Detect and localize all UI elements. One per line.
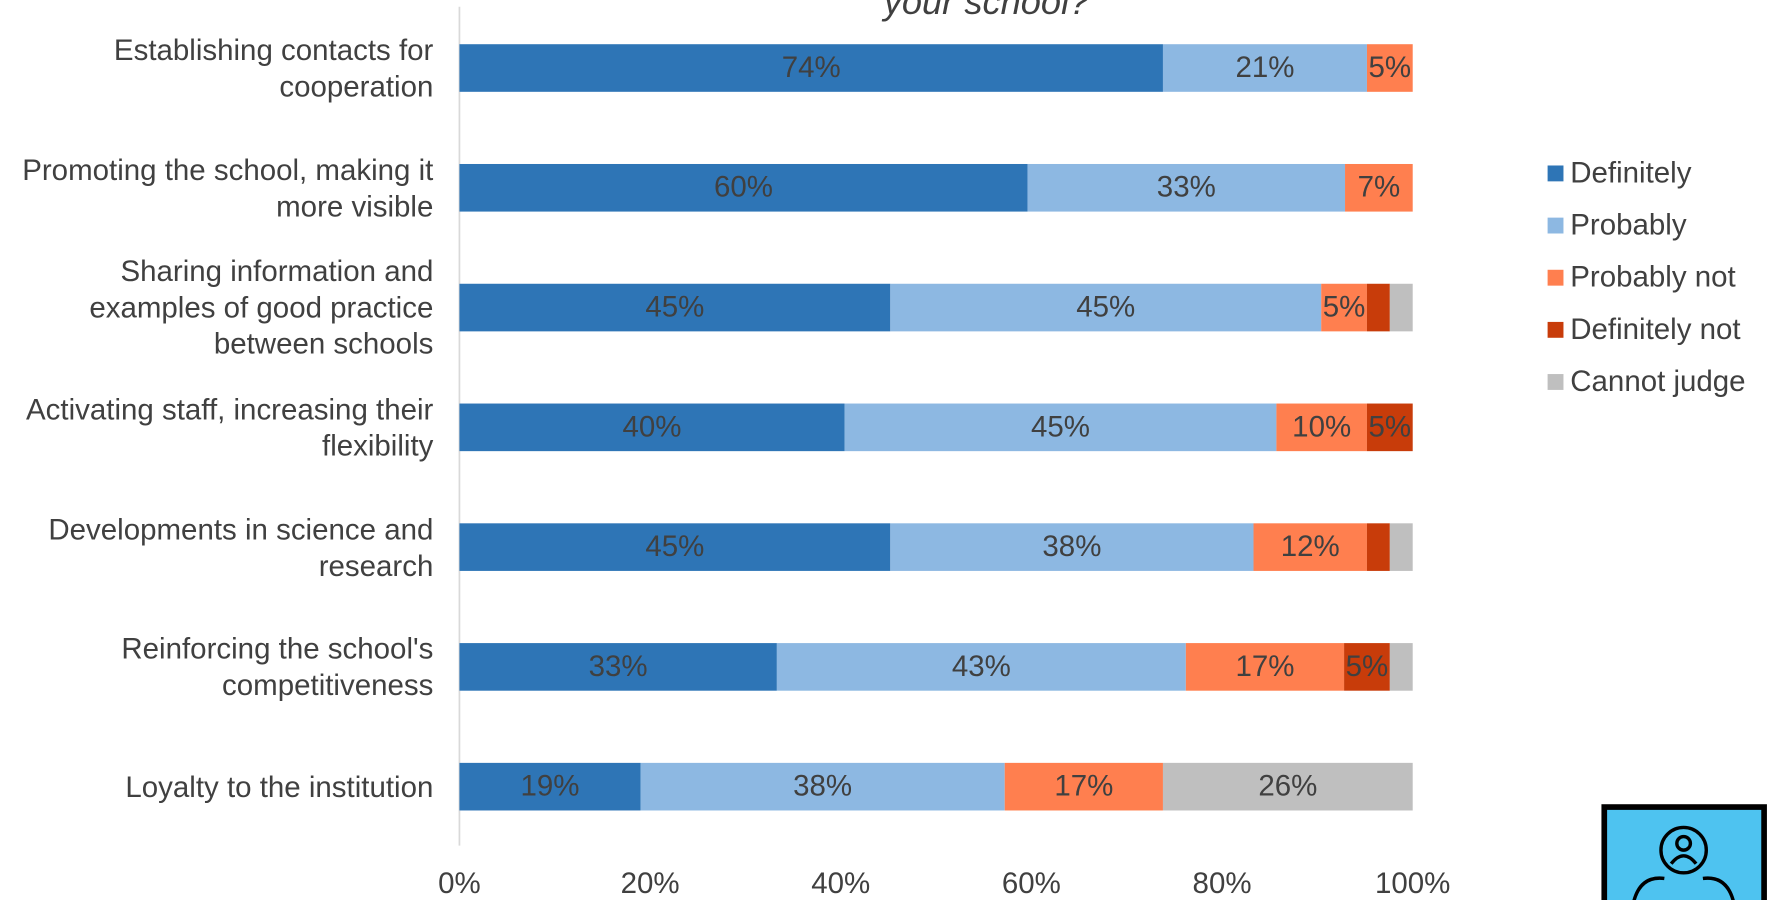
- data-label: 45%: [1076, 290, 1135, 323]
- category-label-box: Loyalty to the institution: [125, 769, 434, 804]
- bar-segment: [1321, 283, 1367, 332]
- bar-segment: [1185, 643, 1345, 691]
- bar-segment: [1162, 762, 1413, 811]
- bar-segment: [1253, 523, 1367, 571]
- data-label: 21%: [1235, 51, 1294, 84]
- data-label: 60%: [714, 171, 773, 204]
- bar-segment: [1162, 44, 1367, 92]
- data-label: 5%: [1323, 290, 1366, 323]
- category-label-box: Activating staff, increasing their flexi…: [26, 392, 434, 463]
- bar-segment: [459, 762, 641, 811]
- bar-segment: [459, 44, 1163, 92]
- icon-person-head: [1675, 834, 1693, 852]
- icon-box: [1601, 804, 1767, 900]
- x-tick-label: 80%: [1193, 867, 1252, 900]
- bar-segment: [1027, 163, 1346, 212]
- x-tick-label: 60%: [1002, 867, 1061, 900]
- x-tick-label: 20%: [621, 867, 680, 900]
- legend-label: Probably not: [1570, 261, 1735, 294]
- category-label-box: Sharing information and examples of good…: [89, 254, 434, 361]
- bar-segment: [1366, 403, 1413, 452]
- bar-segment: [1345, 163, 1413, 212]
- data-label: 74%: [782, 51, 841, 84]
- y-tick-label: Promoting the school, making it more vis…: [22, 152, 434, 223]
- category-label-box: Establishing contacts for cooperation: [113, 32, 434, 104]
- data-label: 43%: [952, 650, 1011, 683]
- bar-segment: [776, 643, 1186, 691]
- x-tick-label: 0%: [438, 867, 481, 900]
- data-label: 40%: [623, 410, 682, 443]
- data-label: 45%: [645, 290, 704, 323]
- bar-segment: [890, 523, 1254, 571]
- data-label: 26%: [1258, 770, 1317, 803]
- bar-segment: [1366, 44, 1413, 92]
- bar-segment: [459, 523, 891, 571]
- data-label: 33%: [589, 650, 648, 683]
- icon-arcs: [1632, 876, 1735, 900]
- category-label-box: Developments in science and research: [48, 511, 434, 583]
- icon: [1601, 804, 1767, 900]
- y-tick-label: Activating staff, increasing their flexi…: [26, 392, 434, 463]
- data-label: 19%: [521, 770, 580, 803]
- data-label: 5%: [1369, 51, 1412, 84]
- legend-label: Definitely not: [1570, 313, 1740, 346]
- bar-segment: [459, 283, 891, 332]
- data-label: 10%: [1292, 410, 1351, 443]
- bar-segment: [1389, 643, 1413, 691]
- data-label: 7%: [1358, 171, 1401, 204]
- data-label: 38%: [1042, 530, 1101, 563]
- legend-swatch: [1547, 374, 1564, 390]
- y-tick-label: Developments in science and research: [48, 511, 434, 583]
- bar-segment: [1389, 523, 1413, 571]
- icon-person-body: [1669, 854, 1698, 865]
- x-tick-label: 100%: [1375, 867, 1450, 900]
- legend-swatch: [1547, 269, 1564, 286]
- y-tick-label: Loyalty to the institution: [125, 769, 434, 804]
- bar-segment: [640, 762, 1005, 811]
- bar-segment: [1004, 762, 1163, 811]
- data-label: 17%: [1054, 770, 1113, 803]
- category-label-box: Promoting the school, making it more vis…: [22, 152, 434, 223]
- chart-title: your school?: [881, 0, 1090, 22]
- data-label: 33%: [1157, 171, 1216, 204]
- data-label: 45%: [645, 530, 704, 563]
- data-label: 5%: [1369, 410, 1412, 443]
- y-tick-label: Sharing information and examples of good…: [89, 254, 434, 361]
- data-label: 5%: [1346, 650, 1389, 683]
- y-tick-label: Reinforcing the school's competitiveness: [121, 631, 434, 703]
- bar-segment: [1366, 523, 1390, 571]
- bar-segment: [890, 283, 1322, 332]
- data-label: 12%: [1281, 530, 1340, 563]
- bar-segment: [1389, 283, 1413, 332]
- legend-swatch: [1547, 165, 1564, 182]
- legend-swatch: [1547, 217, 1564, 234]
- category-label-box: Reinforcing the school's competitiveness: [121, 631, 434, 703]
- data-label: 17%: [1235, 650, 1294, 683]
- bar-segment: [1366, 283, 1390, 332]
- legend-swatch: [1547, 321, 1564, 338]
- legend-label: Definitely: [1570, 156, 1691, 189]
- bar-segment: [459, 403, 845, 452]
- data-label: 45%: [1031, 410, 1090, 443]
- data-label: 38%: [793, 770, 852, 803]
- y-tick-label: Establishing contacts for cooperation: [113, 32, 434, 104]
- x-tick-label: 40%: [811, 867, 870, 900]
- bar-segment: [844, 403, 1277, 452]
- legend-label: Probably: [1570, 208, 1687, 241]
- bar-segment: [1276, 403, 1367, 452]
- bar-segment: [459, 163, 1028, 212]
- bar-segment: [459, 643, 777, 691]
- icon-person-ring: [1659, 825, 1708, 875]
- legend-label: Cannot judge: [1570, 365, 1745, 398]
- bar-segment: [1344, 643, 1390, 691]
